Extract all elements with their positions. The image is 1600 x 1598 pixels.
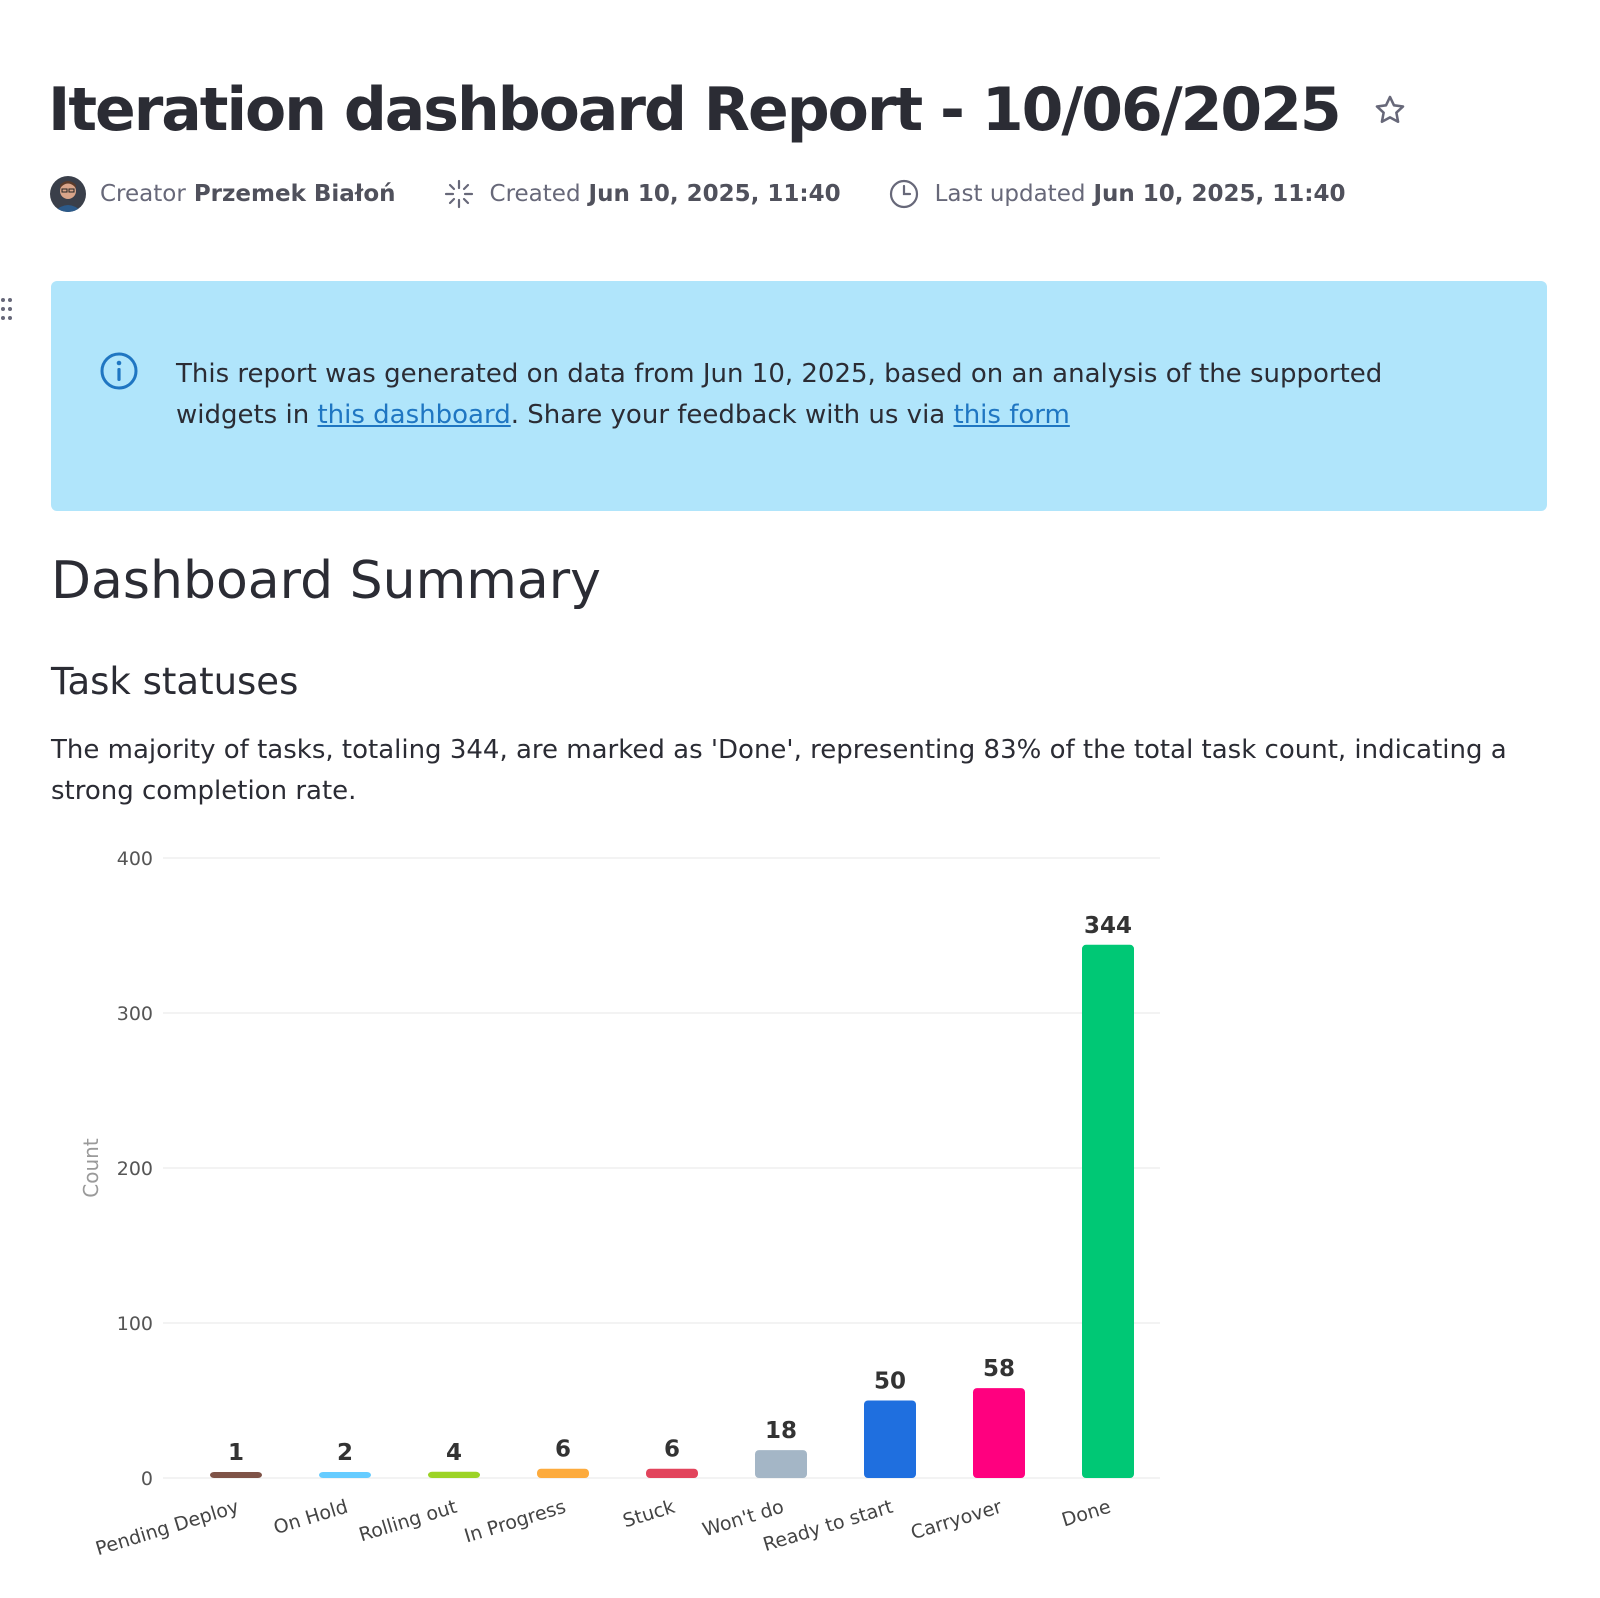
- page-title: Iteration dashboard Report - 10/06/2025: [48, 75, 1342, 145]
- title-row: Iteration dashboard Report - 10/06/2025: [48, 72, 1410, 148]
- bar-value-label: 6: [664, 1437, 680, 1463]
- bar-value-label: 1: [228, 1440, 244, 1466]
- y-tick-label: 300: [117, 1003, 153, 1025]
- info-banner: This report was generated on data from J…: [51, 281, 1547, 511]
- bar-pending-deploy: [210, 1472, 262, 1478]
- feedback-form-link[interactable]: this form: [953, 400, 1070, 430]
- summary-text: The majority of tasks, totaling 344, are…: [51, 735, 1507, 806]
- bar-value-label: 58: [983, 1356, 1015, 1382]
- meta-row: Creator Przemek Białoń Created Jun 10, 2…: [50, 176, 1392, 212]
- bar-value-label: 50: [874, 1369, 906, 1395]
- bar-on-hold: [319, 1472, 371, 1478]
- dashboard-link[interactable]: this dashboard: [317, 400, 511, 430]
- y-tick-label: 0: [141, 1468, 153, 1490]
- updated-info: Last updated Jun 10, 2025, 11:40: [887, 177, 1346, 211]
- bar-carryover: [973, 1388, 1025, 1478]
- updated-value: Jun 10, 2025, 11:40: [1093, 181, 1346, 207]
- section-title: Dashboard Summary: [51, 551, 601, 611]
- x-tick-label: Stuck: [620, 1496, 677, 1533]
- y-tick-label: 400: [117, 848, 153, 870]
- creator-name[interactable]: Przemek Białoń: [193, 181, 396, 207]
- favorite-star-icon[interactable]: [1370, 90, 1410, 130]
- bar-won-t-do: [755, 1450, 807, 1478]
- created-label: Created: [489, 181, 581, 207]
- bar-value-label: 4: [446, 1440, 462, 1466]
- x-tick-label: Done: [1059, 1496, 1113, 1532]
- info-text-middle: . Share your feedback with us via: [510, 400, 954, 430]
- info-text-before: This report was generated on data from J…: [176, 359, 1383, 430]
- bar-value-label: 344: [1084, 913, 1132, 939]
- x-tick-label: In Progress: [462, 1496, 569, 1548]
- sparkle-loader-icon: [444, 179, 473, 209]
- bar-ready-to-start: [864, 1400, 916, 1478]
- updated-label: Last updated: [934, 181, 1086, 207]
- y-tick-label: 100: [117, 1313, 153, 1335]
- y-axis-label: Count: [79, 1138, 103, 1198]
- bar-in-progress: [537, 1468, 589, 1478]
- task-status-bar-chart: 0 100 200 300 400 Count 1 Pending Deploy 2 On Hol…: [79, 848, 1160, 1560]
- y-tick-label: 200: [117, 1158, 153, 1180]
- avatar[interactable]: [50, 176, 86, 212]
- x-tick-label: Pending Deploy: [93, 1496, 241, 1560]
- creator-info: Creator Przemek Białoń: [50, 176, 396, 212]
- bar-stuck: [646, 1468, 698, 1478]
- x-tick-label: Carryover: [908, 1496, 1004, 1545]
- bar-rolling-out: [428, 1471, 480, 1478]
- created-info: Created Jun 10, 2025, 11:40: [442, 177, 841, 211]
- info-text: This report was generated on data from J…: [176, 354, 1476, 436]
- info-icon: [100, 352, 138, 390]
- bar-value-label: 2: [337, 1440, 353, 1466]
- bar-value-label: 6: [555, 1437, 571, 1463]
- creator-label: Creator: [100, 181, 186, 207]
- bar-done: [1082, 944, 1134, 1478]
- x-tick-label: Rolling out: [356, 1496, 459, 1547]
- subsection-title: Task statuses: [51, 660, 299, 703]
- clock-icon: [889, 179, 918, 209]
- created-value: Jun 10, 2025, 11:40: [588, 181, 841, 207]
- drag-handle-icon[interactable]: [0, 298, 14, 328]
- bar-value-label: 18: [765, 1418, 797, 1444]
- x-tick-label: On Hold: [271, 1496, 350, 1539]
